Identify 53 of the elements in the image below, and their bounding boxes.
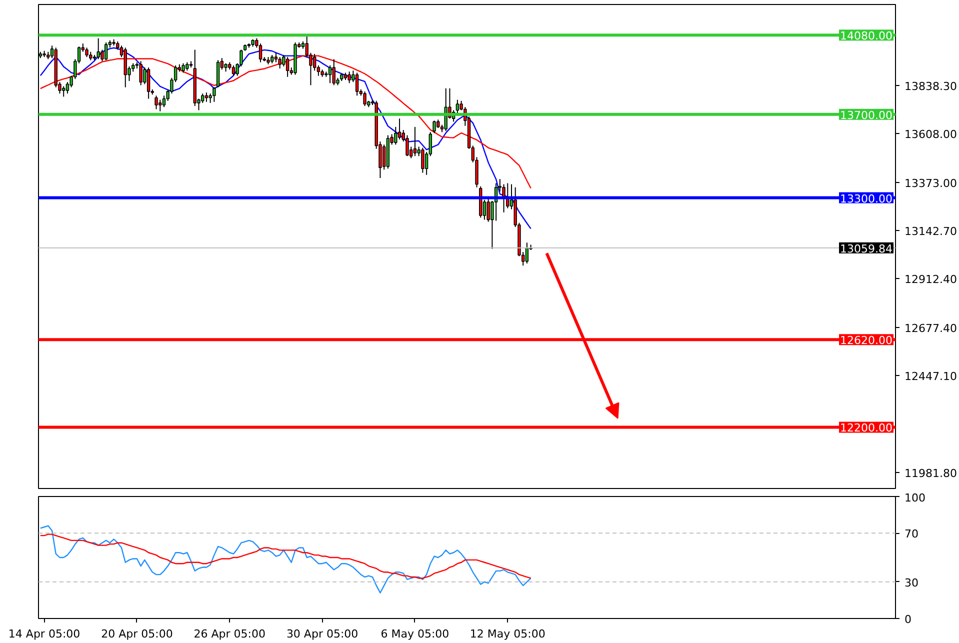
x-tick-label: 12 May 05:00 <box>470 628 546 640</box>
ref-line-label: 13300.00 <box>840 192 893 206</box>
candlestick <box>232 64 236 76</box>
x-tick-label: 20 Apr 05:00 <box>101 628 173 640</box>
candlestick <box>421 147 424 174</box>
y-tick-label: 13608.00 <box>904 128 957 142</box>
y-tick-label: 70 <box>904 528 918 541</box>
candlestick <box>104 42 108 61</box>
y-tick-label: 12677.40 <box>904 322 957 336</box>
x-tick-label: 6 May 05:00 <box>380 628 450 640</box>
ref-line-label: 14080.00 <box>840 30 893 43</box>
candlestick <box>158 99 162 112</box>
candlestick <box>201 93 204 104</box>
candlestick <box>204 92 208 102</box>
y-tick-label: 13142.70 <box>904 225 957 238</box>
candlestick <box>139 60 142 86</box>
candlestick <box>96 38 100 60</box>
x-tick-label: 14 Apr 05:00 <box>8 628 80 640</box>
y-tick-label: 13373.00 <box>904 177 957 190</box>
candlestick <box>328 64 332 84</box>
ref-line-label: 13700.00 <box>840 108 893 122</box>
y-tick-label: 11981.80 <box>904 467 957 480</box>
ref-line-label: 12620.00 <box>840 334 893 348</box>
candlestick <box>486 197 490 222</box>
x-tick-label: 30 Apr 05:00 <box>286 628 358 640</box>
candlestick <box>146 66 150 100</box>
candlestick <box>85 47 88 58</box>
y-tick-label: 30 <box>904 576 918 590</box>
candlestick <box>212 86 216 102</box>
candlestick <box>62 86 66 98</box>
line-series <box>40 534 532 579</box>
candlestick <box>332 58 336 86</box>
y-tick-label: 100 <box>904 492 926 504</box>
candlestick <box>348 71 351 84</box>
ref-line-label: 12200.00 <box>840 422 893 435</box>
candlestick <box>258 42 262 63</box>
candlestick <box>355 72 359 96</box>
y-tick-label: 12447.10 <box>904 370 957 384</box>
candlestick <box>216 60 220 88</box>
candlestick <box>363 90 366 107</box>
candlestick <box>398 118 402 140</box>
candlestick <box>182 62 185 74</box>
candlestick <box>456 99 460 115</box>
candlestick <box>154 95 158 110</box>
y-tick-label: 13838.30 <box>904 80 957 94</box>
x-tick-label: 26 Apr 05:00 <box>194 628 266 640</box>
y-tick-label: 0 <box>904 613 912 626</box>
line-series <box>40 525 532 594</box>
candlestick <box>432 120 436 134</box>
candlestick <box>162 95 166 108</box>
y-tick-label: 12912.40 <box>904 273 957 286</box>
candlestick <box>413 126 417 157</box>
ref-line-label: 13059.84 <box>840 242 893 256</box>
